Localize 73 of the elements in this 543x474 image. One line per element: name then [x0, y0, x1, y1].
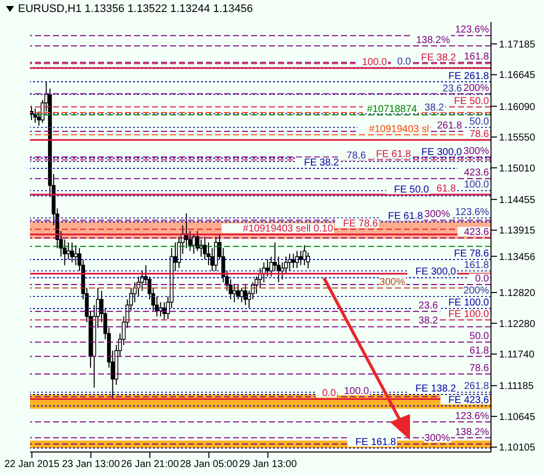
y-tick-label: 1.11185 — [499, 381, 534, 392]
y-tick-label: 1.16090 — [499, 102, 536, 113]
ref-line-label: FE 78.6 — [342, 218, 378, 230]
y-tick-label: 1.13915 — [499, 226, 536, 237]
annotation: 0.0 — [322, 388, 336, 400]
annotation: 61.8 — [470, 345, 490, 356]
annotation: 300% — [463, 146, 490, 157]
annotation: 61.8 — [436, 184, 456, 195]
annotation: 161.8 — [464, 260, 490, 271]
ref-line-label: FE 50.0 — [394, 184, 430, 196]
annotation: 300% — [424, 209, 450, 220]
ref-line-label: FE 423,6 — [448, 394, 490, 406]
ref-line-label: FE 78.6 — [454, 248, 490, 260]
ref-line-label: FE 100.0 — [448, 308, 490, 320]
annotation: 138.2% — [455, 426, 490, 438]
y-tick-label: 1.10645 — [499, 412, 536, 423]
annotation: 123.6% — [455, 206, 490, 218]
y-tick-label: 1.13456 — [499, 252, 536, 263]
ref-line-label: FE 261.8 — [448, 70, 490, 82]
x-tick-label: 26 Jan 21:00 — [120, 459, 180, 470]
ref-line-label: FE 61.8 — [376, 148, 412, 160]
y-tick-label: 1.12820 — [499, 288, 536, 300]
y-tick-label: 1.12280 — [499, 318, 536, 330]
annotation: 50.0 — [470, 331, 490, 342]
y-tick-label: 1.17185 — [499, 39, 536, 50]
ref-line-label: FE 100.0 — [448, 297, 490, 308]
x-tick-label: 23 Jan 13:00 — [62, 459, 120, 470]
annotation: 23.6 — [442, 83, 462, 94]
annotation: 23.6 — [418, 300, 438, 312]
annotation: 138.2% — [416, 34, 450, 46]
ref-line-label: #10919403 sell 0.10 — [242, 223, 334, 234]
ref-line-label: FE 300,0 — [415, 266, 456, 278]
annotation: 78.6 — [470, 362, 490, 374]
x-tick-label: 29 Jan 13:00 — [238, 459, 298, 470]
y-tick-label: 1.10105 — [499, 442, 536, 454]
y-tick-label: 1.15010 — [499, 163, 536, 174]
annotation: 123.6% — [455, 24, 490, 36]
y-tick-label: 1.16645 — [499, 70, 536, 82]
y-tick-label: 1.15550 — [499, 132, 536, 144]
annotation: 300% — [379, 276, 406, 288]
annotation: 200% — [463, 286, 490, 297]
ref-line-label: FE 61.8 — [388, 210, 424, 222]
annotation: 100.0 — [344, 386, 370, 397]
annotation: 0.0 — [397, 56, 412, 68]
annotation: 38.2 — [418, 316, 438, 327]
annotation: 38.2 — [424, 102, 444, 114]
annotation: 261.8 — [436, 120, 462, 132]
annotation: 0.0 — [475, 274, 490, 285]
ref-line-label: FE 50.0 — [454, 96, 490, 107]
annotation: 100.0 — [362, 57, 388, 68]
annotation: 200% — [463, 82, 490, 94]
annotation: 423.6 — [464, 226, 490, 238]
ref-line-label: FE 300,0 — [421, 147, 462, 158]
annotation: 161.8 — [464, 51, 490, 62]
annotation: 100.0 — [464, 180, 490, 191]
annotation: 78.6 — [346, 150, 366, 162]
annotation: 78.6 — [470, 128, 490, 140]
x-tick-label: 22 Jan 2015 — [4, 459, 60, 470]
chart-title: EURUSD,H1 1.13356 1.13522 1.13244 1.13456 — [18, 3, 253, 15]
annotation: 50.0 — [470, 116, 490, 128]
y-tick-label: 1.14455 — [499, 194, 536, 206]
ref-line-label: FE 161.8 — [355, 437, 396, 448]
annotation: #10718874 — [366, 104, 418, 115]
ref-line-label: FE 38.2 — [304, 157, 340, 168]
x-tick-label: 28 Jan 05:00 — [180, 459, 238, 470]
annotation: 423.6 — [464, 168, 490, 179]
ref-line-label: #10919403 sl — [368, 124, 429, 135]
annotation: 123.6% — [455, 410, 490, 422]
annotation: 261.8 — [464, 381, 490, 392]
ref-line-label: FE 138.2 — [415, 383, 456, 394]
annotation: 300% — [424, 433, 450, 444]
ref-line-label: FE 38.2 — [420, 52, 456, 64]
y-tick-label: 1.11740 — [499, 350, 535, 361]
